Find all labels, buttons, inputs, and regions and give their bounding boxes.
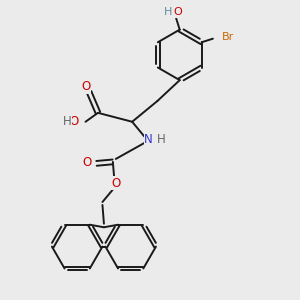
- Text: H: H: [164, 8, 172, 17]
- Text: O: O: [83, 156, 92, 169]
- Text: H: H: [63, 115, 72, 128]
- Text: O: O: [69, 115, 79, 128]
- Text: O: O: [82, 80, 91, 93]
- Text: O: O: [174, 8, 183, 17]
- Text: O: O: [111, 177, 120, 190]
- Text: H: H: [157, 133, 166, 146]
- Text: N: N: [144, 133, 153, 146]
- Text: Br: Br: [221, 32, 234, 42]
